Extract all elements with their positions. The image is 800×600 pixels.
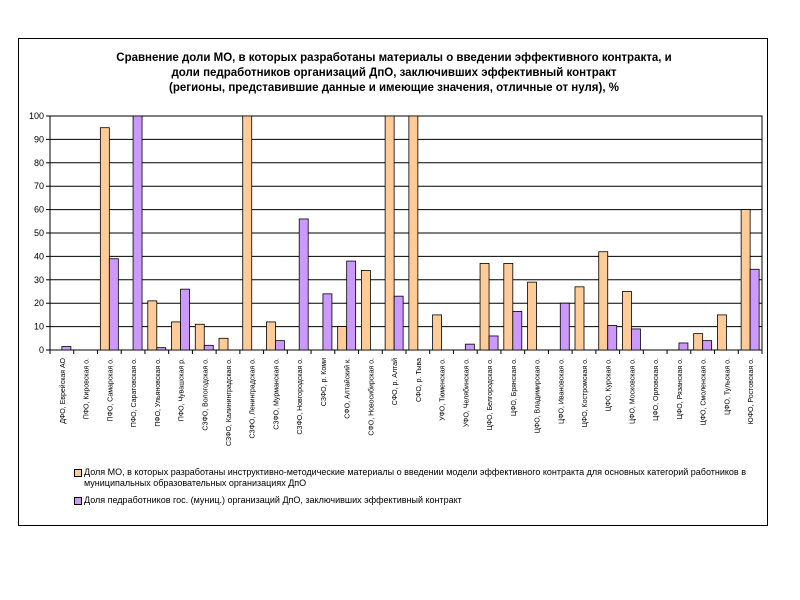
y-tick-label-4: 40 <box>34 251 44 261</box>
bar-series-2-21 <box>559 302 570 351</box>
bar-series-1-23 <box>598 251 609 351</box>
x-category-label-23: ЦФО, Курская о. <box>606 358 613 411</box>
bar-series-2-11 <box>322 293 333 351</box>
legend-item-series-2: Доля педработников гос. (муниц.) организ… <box>74 495 774 506</box>
legend-swatch-series-2 <box>74 497 82 505</box>
bar-series-2-0 <box>61 346 72 351</box>
x-category-label-7: СЗФО, Калининградская о. <box>226 358 233 446</box>
bar-series-1-7 <box>218 337 229 351</box>
y-tick-label-0: 0 <box>39 345 44 355</box>
x-category-label-25: ЦФО, Орловская о. <box>653 358 660 421</box>
chart-title-line-1: Сравнение доли МО, в которых разработаны… <box>116 52 672 64</box>
x-category-label-13: СФО, Новосибирская о. <box>367 358 375 436</box>
bar-series-2-26 <box>678 342 689 351</box>
y-tick-label-9: 90 <box>34 134 44 144</box>
bar-series-1-12 <box>337 326 348 351</box>
bar-series-1-4 <box>147 300 158 351</box>
bar-series-1-5 <box>171 321 181 351</box>
x-category-label-4: ПФО, Ульяновская о. <box>155 358 162 427</box>
x-category-label-5: ПФО, Чувашская р. <box>179 358 186 421</box>
chart-title-line-3: (регионы, представившие данные и имеющие… <box>169 82 619 94</box>
x-category-label-12: СФО, Алтайский к. <box>344 358 352 419</box>
bar-series-1-16 <box>432 314 443 351</box>
bar-series-2-12 <box>346 260 357 351</box>
x-category-label-1: ПФО, Кировская о. <box>84 358 91 419</box>
x-category-label-18: ЦФО, Белгородская о. <box>487 358 494 430</box>
bar-series-2-5 <box>180 288 190 351</box>
x-category-label-29: ЮФО, Ростовская о. <box>748 358 755 424</box>
x-category-label-21: ЦФО, Ивановская о. <box>558 358 565 424</box>
legend-label-series-1: Доля МО, в которых разработаны инструкти… <box>84 467 746 488</box>
x-category-label-9: СЗФО, Мурманская о. <box>273 358 280 430</box>
bar-series-2-29 <box>749 268 760 351</box>
bar-series-2-19 <box>512 310 523 351</box>
y-tick-label-7: 70 <box>34 181 44 191</box>
bar-series-1-8 <box>242 115 253 351</box>
y-tick-label-8: 80 <box>34 158 44 168</box>
legend-label-series-2: Доля педработников гос. (муниц.) организ… <box>84 495 462 505</box>
x-category-label-6: СЗФО, Вологодская о. <box>202 358 209 431</box>
bar-series-1-19 <box>503 263 514 351</box>
bar-series-1-29 <box>740 209 751 351</box>
legend-item-series-1: Доля МО, в которых разработаны инструкти… <box>74 467 774 489</box>
bar-series-2-23 <box>607 325 618 351</box>
y-tick-label-10: 100 <box>29 111 44 121</box>
bar-chart: 0 10 20 30 40 50 60 70 80 90 100 ДФО, Еврейская АО П… <box>29 111 763 446</box>
bar-series-1-24 <box>622 291 632 351</box>
bar-series-1-2 <box>99 127 110 351</box>
x-category-label-11: СЗФО, р. Коми <box>321 358 328 406</box>
x-category-label-27: ЦФО, Смоленская о. <box>701 358 708 426</box>
x-category-label-16: УФО, Тюменская о. <box>440 358 447 421</box>
y-tick-label-3: 30 <box>34 275 44 285</box>
x-category-label-2: ПФО, Самарская о. <box>107 358 114 422</box>
x-category-label-22: ЦФО, Костромская о. <box>582 358 589 427</box>
bar-series-2-18 <box>488 335 499 351</box>
y-tick-label-2: 20 <box>34 298 44 308</box>
x-category-label-14: СФО, р. Алтай <box>391 358 399 405</box>
bar-series-1-9 <box>266 321 276 351</box>
bar-series-1-27 <box>693 333 704 351</box>
x-category-label-24: ЦФО, Московская о. <box>629 358 636 424</box>
x-category-label-17: УФО, Челябинская о. <box>462 358 470 427</box>
bar-series-1-6 <box>194 323 205 351</box>
bar-series-1-15 <box>408 115 419 351</box>
x-category-label-3: ПФО, Саратовская о. <box>131 358 138 427</box>
y-tick-label-6: 60 <box>34 205 44 215</box>
bar-series-1-13 <box>360 270 371 351</box>
bar-series-2-4 <box>156 347 167 351</box>
bar-series-1-20 <box>527 281 537 351</box>
legend-swatch-series-1 <box>74 469 82 477</box>
bar-series-1-14 <box>384 115 395 351</box>
bar-series-2-10 <box>298 218 309 351</box>
x-category-label-8: СЗФО, Ленинградская о. <box>250 358 257 439</box>
x-category-label-28: ЦФО, Тульская о. <box>724 358 731 415</box>
y-tick-label-5: 50 <box>34 228 44 238</box>
bar-series-2-27 <box>702 340 713 351</box>
bar-series-1-28 <box>717 314 727 351</box>
bar-series-2-24 <box>631 328 641 351</box>
x-category-label-10: СЗФО, Новгородская о. <box>297 358 304 435</box>
chart-title: Сравнение доли МО, в которых разработаны… <box>19 51 769 96</box>
chart-title-line-2: доли педработников организаций ДпО, закл… <box>171 67 617 79</box>
x-category-label-26: ЦФО, Рязанская о. <box>677 358 684 419</box>
bar-series-2-6 <box>203 344 214 351</box>
x-category-label-20: ЦФО, Владимирская о. <box>535 358 542 433</box>
y-tick-label-1: 10 <box>34 322 44 332</box>
bar-series-2-17 <box>464 343 475 351</box>
x-category-label-15: СФО, р. Тыва <box>416 358 423 402</box>
x-category-label-19: ЦФО, Брянская о. <box>511 358 518 416</box>
bar-series-2-2 <box>108 258 119 351</box>
bar-series-2-9 <box>275 340 285 351</box>
x-category-label-0: ДФО, Еврейская АО <box>59 357 67 423</box>
bar-series-2-3 <box>132 115 143 351</box>
bar-series-2-14 <box>393 295 404 351</box>
bar-series-1-18 <box>479 263 490 351</box>
bar-series-1-22 <box>574 286 585 351</box>
chart-frame: Сравнение доли МО, в которых разработаны… <box>18 38 768 526</box>
